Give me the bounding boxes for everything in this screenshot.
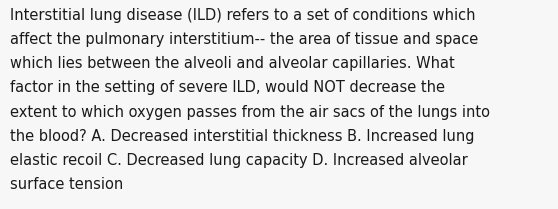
Text: surface tension: surface tension [10, 177, 123, 192]
Text: the blood? A. Decreased interstitial thickness B. Increased lung: the blood? A. Decreased interstitial thi… [10, 129, 474, 144]
Text: affect the pulmonary interstitium-- the area of tissue and space: affect the pulmonary interstitium-- the … [10, 32, 478, 47]
Text: factor in the setting of severe ILD, would NOT decrease the: factor in the setting of severe ILD, wou… [10, 80, 445, 96]
Text: Interstitial lung disease (ILD) refers to a set of conditions which: Interstitial lung disease (ILD) refers t… [10, 8, 475, 23]
Text: extent to which oxygen passes from the air sacs of the lungs into: extent to which oxygen passes from the a… [10, 104, 490, 120]
Text: elastic recoil C. Decreased lung capacity D. Increased alveolar: elastic recoil C. Decreased lung capacit… [10, 153, 468, 168]
Text: which lies between the alveoli and alveolar capillaries. What: which lies between the alveoli and alveo… [10, 56, 455, 71]
